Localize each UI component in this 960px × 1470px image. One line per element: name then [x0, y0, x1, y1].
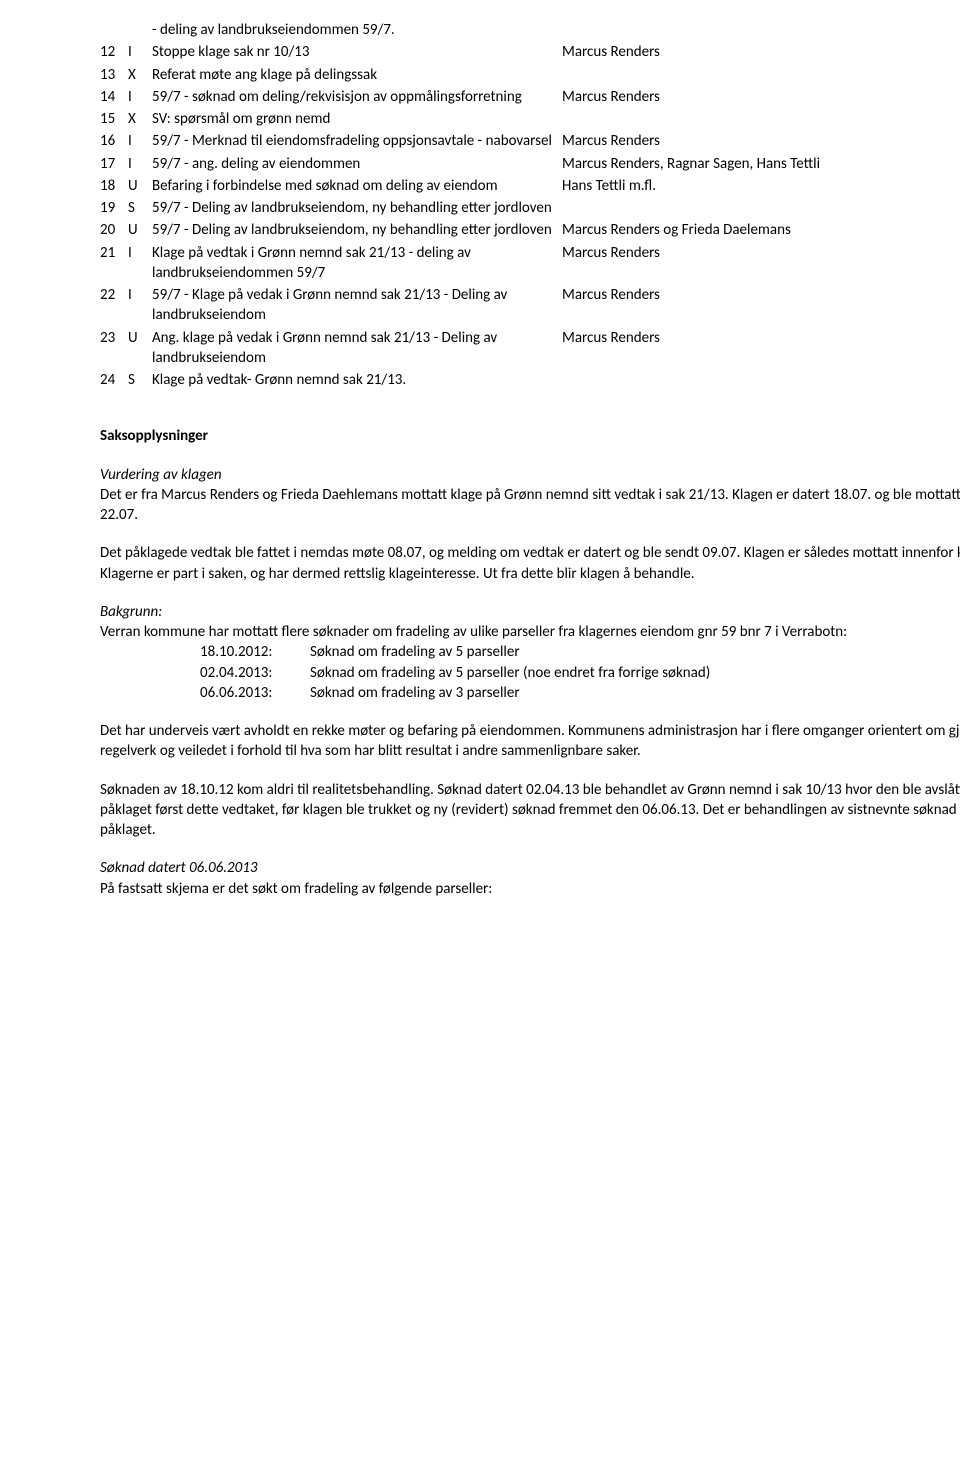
- row-type: X: [128, 65, 152, 85]
- document-row: 21IKlage på vedtak i Grønn nemnd sak 21/…: [100, 243, 960, 284]
- document-row: 16I59/7 - Merknad til eiendomsfradeling …: [100, 131, 960, 151]
- row-subject: 59/7 - Merknad til eiendomsfradeling opp…: [152, 131, 562, 151]
- row-party: Marcus Renders: [562, 131, 960, 151]
- row-party: Marcus Renders: [562, 87, 960, 107]
- row-party: Marcus Renders: [562, 42, 960, 62]
- row-type: I: [128, 154, 152, 174]
- row-party: Marcus Renders: [562, 243, 960, 263]
- row-type: I: [128, 243, 152, 263]
- row-type: X: [128, 109, 152, 129]
- subheading-vurdering: Vurdering av klagen: [100, 465, 960, 485]
- row-subject: 59/7 - Deling av landbrukseiendom, ny be…: [152, 198, 562, 218]
- date-value: 02.04.2013:: [200, 663, 310, 683]
- row-number: 24: [100, 370, 128, 390]
- document-row: 15XSV: spørsmål om grønn nemd: [100, 109, 960, 129]
- subheading-soknad: Søknad datert 06.06.2013: [100, 858, 960, 878]
- row-subject: Klage på vedtak i Grønn nemnd sak 21/13 …: [152, 243, 562, 284]
- paragraph: Det påklagede vedtak ble fattet i nemdas…: [100, 543, 960, 584]
- date-row: 06.06.2013:Søknad om fradeling av 3 pars…: [200, 683, 960, 703]
- top-continuation-line: - deling av landbrukseiendommen 59/7.: [100, 20, 960, 40]
- row-subject: Stoppe klage sak nr 10/13: [152, 42, 562, 62]
- paragraph: Søknaden av 18.10.12 kom aldri til reali…: [100, 780, 960, 841]
- document-list: 12IStoppe klage sak nr 10/13Marcus Rende…: [100, 42, 960, 390]
- row-type: I: [128, 42, 152, 62]
- document-row: 23UAng. klage på vedak i Grønn nemnd sak…: [100, 328, 960, 369]
- row-number: 14: [100, 87, 128, 107]
- paragraph: Verran kommune har mottatt flere søknade…: [100, 622, 960, 642]
- row-party: Marcus Renders: [562, 328, 960, 348]
- row-party: Marcus Renders, Ragnar Sagen, Hans Tettl…: [562, 154, 960, 174]
- row-party: Marcus Renders og Frieda Daelemans: [562, 220, 960, 240]
- date-row: 18.10.2012:Søknad om fradeling av 5 pars…: [200, 642, 960, 662]
- document-row: 18UBefaring i forbindelse med søknad om …: [100, 176, 960, 196]
- date-value: 06.06.2013:: [200, 683, 310, 703]
- row-party: Marcus Renders: [562, 285, 960, 305]
- row-type: U: [128, 220, 152, 240]
- document-row: 17I59/7 - ang. deling av eiendommenMarcu…: [100, 154, 960, 174]
- row-subject: Ang. klage på vedak i Grønn nemnd sak 21…: [152, 328, 562, 369]
- row-type: U: [128, 176, 152, 196]
- row-subject: Befaring i forbindelse med søknad om del…: [152, 176, 562, 196]
- row-type: I: [128, 285, 152, 305]
- row-subject: 59/7 - ang. deling av eiendommen: [152, 154, 562, 174]
- row-subject: 59/7 - Klage på vedak i Grønn nemnd sak …: [152, 285, 562, 326]
- document-row: 13XReferat møte ang klage på delingssak: [100, 65, 960, 85]
- date-text: Søknad om fradeling av 3 parseller: [310, 683, 520, 703]
- row-number: 13: [100, 65, 128, 85]
- row-type: U: [128, 328, 152, 348]
- row-subject: Klage på vedtak- Grønn nemnd sak 21/13.: [152, 370, 562, 390]
- row-type: S: [128, 370, 152, 390]
- row-number: 21: [100, 243, 128, 263]
- row-subject: 59/7 - Deling av landbrukseiendom, ny be…: [152, 220, 562, 240]
- row-subject: Referat møte ang klage på delingssak: [152, 65, 562, 85]
- section-heading-saksopplysninger: Saksopplysninger: [100, 426, 960, 446]
- date-text: Søknad om fradeling av 5 parseller (noe …: [310, 663, 710, 683]
- row-party: Hans Tettli m.fl.: [562, 176, 960, 196]
- row-number: 18: [100, 176, 128, 196]
- row-number: 15: [100, 109, 128, 129]
- subheading-bakgrunn: Bakgrunn:: [100, 602, 960, 622]
- row-number: 16: [100, 131, 128, 151]
- document-row: 20U59/7 - Deling av landbrukseiendom, ny…: [100, 220, 960, 240]
- row-type: I: [128, 87, 152, 107]
- paragraph: Det er fra Marcus Renders og Frieda Daeh…: [100, 485, 960, 526]
- row-number: 22: [100, 285, 128, 305]
- row-type: S: [128, 198, 152, 218]
- document-row: 12IStoppe klage sak nr 10/13Marcus Rende…: [100, 42, 960, 62]
- date-row: 02.04.2013:Søknad om fradeling av 5 pars…: [200, 663, 960, 683]
- document-row: 14I59/7 - søknad om deling/rekvisisjon a…: [100, 87, 960, 107]
- document-row: 22I59/7 - Klage på vedak i Grønn nemnd s…: [100, 285, 960, 326]
- row-number: 20: [100, 220, 128, 240]
- row-subject: 59/7 - søknad om deling/rekvisisjon av o…: [152, 87, 562, 107]
- row-number: 17: [100, 154, 128, 174]
- date-value: 18.10.2012:: [200, 642, 310, 662]
- row-subject: SV: spørsmål om grønn nemd: [152, 109, 562, 129]
- row-number: 19: [100, 198, 128, 218]
- date-text: Søknad om fradeling av 5 parseller: [310, 642, 520, 662]
- row-number: 23: [100, 328, 128, 348]
- row-type: I: [128, 131, 152, 151]
- document-row: 19S59/7 - Deling av landbrukseiendom, ny…: [100, 198, 960, 218]
- paragraph: Det har underveis vært avholdt en rekke …: [100, 721, 960, 762]
- paragraph: På fastsatt skjema er det søkt om fradel…: [100, 879, 960, 899]
- row-number: 12: [100, 42, 128, 62]
- dates-list: 18.10.2012:Søknad om fradeling av 5 pars…: [100, 642, 960, 703]
- document-row: 24SKlage på vedtak- Grønn nemnd sak 21/1…: [100, 370, 960, 390]
